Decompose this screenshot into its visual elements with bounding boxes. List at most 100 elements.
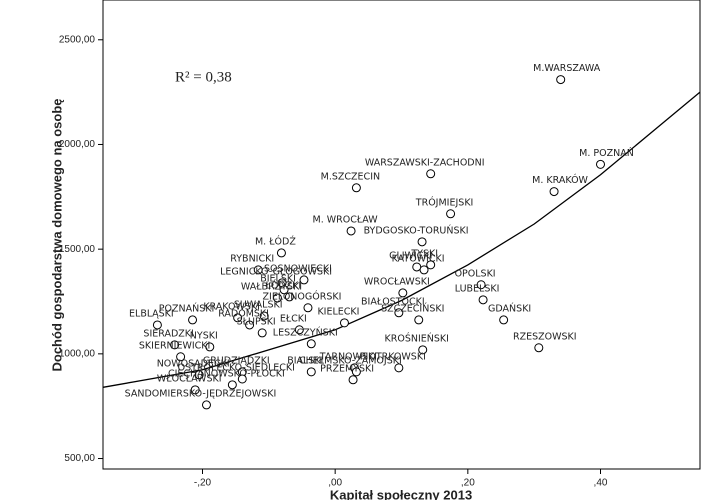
point-label: OSTROŁĘCKO-SIEDLECKI	[178, 362, 295, 373]
point-label: TRÓJMIEJSKI	[415, 196, 474, 208]
data-point	[245, 320, 255, 330]
y-tick-label: 1500,00	[59, 244, 96, 255]
point-label: BIELSKI	[260, 273, 296, 284]
point-label: SZCZECIŃSKI	[381, 302, 444, 314]
point-label: WARSZAWSKI-ZACHODNI	[365, 157, 485, 168]
data-point	[306, 367, 316, 377]
point-label: GRUDZIĄDZKI	[203, 355, 270, 366]
data-point	[426, 260, 436, 270]
data-point	[346, 226, 356, 236]
data-point	[227, 380, 237, 390]
data-point	[394, 363, 404, 373]
point-label: SANDOMIERSKO-JĘDRZEJOWSKI	[125, 388, 277, 399]
data-point	[205, 342, 215, 352]
point-label: ZIELONOGÓRSKI	[263, 290, 342, 302]
data-point	[499, 315, 509, 325]
data-point	[259, 311, 269, 321]
point-label: M.WARSZAWA	[533, 63, 601, 74]
data-point	[284, 292, 294, 302]
point-label: M. ŁÓDŹ	[255, 235, 296, 247]
point-label: OPOLSKI	[455, 268, 496, 279]
point-label: GDAŃSKI	[488, 302, 531, 314]
x-tick-label: -,20	[194, 478, 212, 489]
point-label: LUBELSKI	[455, 283, 500, 294]
data-point	[446, 209, 456, 219]
data-point	[351, 183, 361, 193]
y-tick-label: 1000,00	[59, 348, 96, 359]
data-point	[201, 400, 211, 410]
point-label: LEGNICKO-GŁOGOWSKI	[220, 266, 332, 277]
point-label: SIERADZKI	[143, 328, 193, 339]
x-tick-label: ,20	[461, 478, 475, 489]
point-label: M.SZCZECIN	[321, 171, 380, 182]
point-label: RYBNICKI	[230, 253, 274, 264]
x-tick-label: ,40	[594, 478, 608, 489]
y-tick-label: 500,00	[64, 453, 95, 464]
point-label: ŁÓDZKI	[265, 279, 302, 291]
data-point	[417, 237, 427, 247]
data-point	[478, 295, 488, 305]
y-tick-label: 2500,00	[59, 34, 96, 45]
fit-curve	[102, 91, 701, 388]
point-label: EŁCKI	[280, 313, 307, 324]
point-label: CIECHANOWSKO-PŁOCKI	[168, 368, 285, 379]
data-point	[414, 315, 424, 325]
data-point	[233, 313, 243, 323]
point-label: ELBLĄSKI	[129, 308, 174, 319]
data-point	[303, 303, 313, 313]
data-point	[348, 375, 358, 385]
point-label: WŁOCŁAWSKI	[157, 373, 222, 384]
data-point	[170, 340, 180, 350]
data-point	[306, 339, 316, 349]
data-point	[253, 265, 263, 275]
data-point	[419, 265, 429, 275]
data-point	[426, 169, 436, 179]
data-point	[294, 325, 304, 335]
data-point	[176, 352, 186, 362]
point-label: RZESZOWSKI	[513, 331, 577, 342]
point-label: TARNOWSKI	[319, 351, 377, 362]
point-label: CHEŁMSKO-ZAMOJSKI	[299, 355, 402, 366]
data-point	[272, 293, 282, 303]
point-label: GLIWICKI	[389, 250, 432, 261]
point-label: PRZEMYSKI	[320, 363, 374, 374]
point-label: NYSKI	[190, 330, 218, 341]
point-label: SKIERNIEWICKI	[139, 340, 210, 351]
data-point	[534, 343, 544, 353]
point-label: RADOMSKI	[218, 308, 269, 319]
point-label: PIOTRKOWSKI	[360, 351, 426, 362]
data-point	[257, 328, 267, 338]
data-point	[476, 280, 486, 290]
point-label: KRAKOWSKI	[203, 301, 260, 312]
x-axis-label: Kapitał społeczny 2013	[330, 487, 472, 500]
y-tick-label: 2000,00	[59, 139, 96, 150]
data-point	[237, 374, 247, 384]
data-point	[152, 320, 162, 330]
data-point	[394, 308, 404, 318]
point-label: KIELECKI	[317, 306, 359, 317]
point-label: LESZCZYŃSKI	[273, 326, 338, 338]
plot-frame	[102, 0, 701, 470]
data-point	[339, 318, 349, 328]
point-label: BIAŁOSTOCKI	[361, 296, 425, 307]
point-label: M. KRAKÓW	[532, 174, 588, 186]
r-squared: R² = 0,38	[175, 69, 232, 85]
y-axis-label: Dochód gospodarstwa domowego na osobę	[49, 98, 64, 371]
point-label: KROŚNIEŃSKI	[385, 332, 449, 344]
data-point	[299, 275, 309, 285]
data-point	[276, 248, 286, 258]
data-point	[279, 285, 289, 295]
point-label: BYDGOSKO-TORUŃSKI	[364, 224, 469, 236]
data-point	[549, 187, 559, 197]
point-label: WAŁBRZYSKI	[241, 281, 302, 292]
point-label: POZNAŃSKI	[159, 302, 215, 314]
point-label: SUWALSKI	[234, 299, 283, 310]
data-point	[418, 345, 428, 355]
x-tick-label: ,00	[328, 478, 342, 489]
data-point	[351, 367, 361, 377]
data-point	[188, 315, 198, 325]
point-label: WROCŁAWSKI	[364, 276, 430, 287]
data-point	[190, 385, 200, 395]
point-label: TYSKI	[410, 248, 438, 259]
